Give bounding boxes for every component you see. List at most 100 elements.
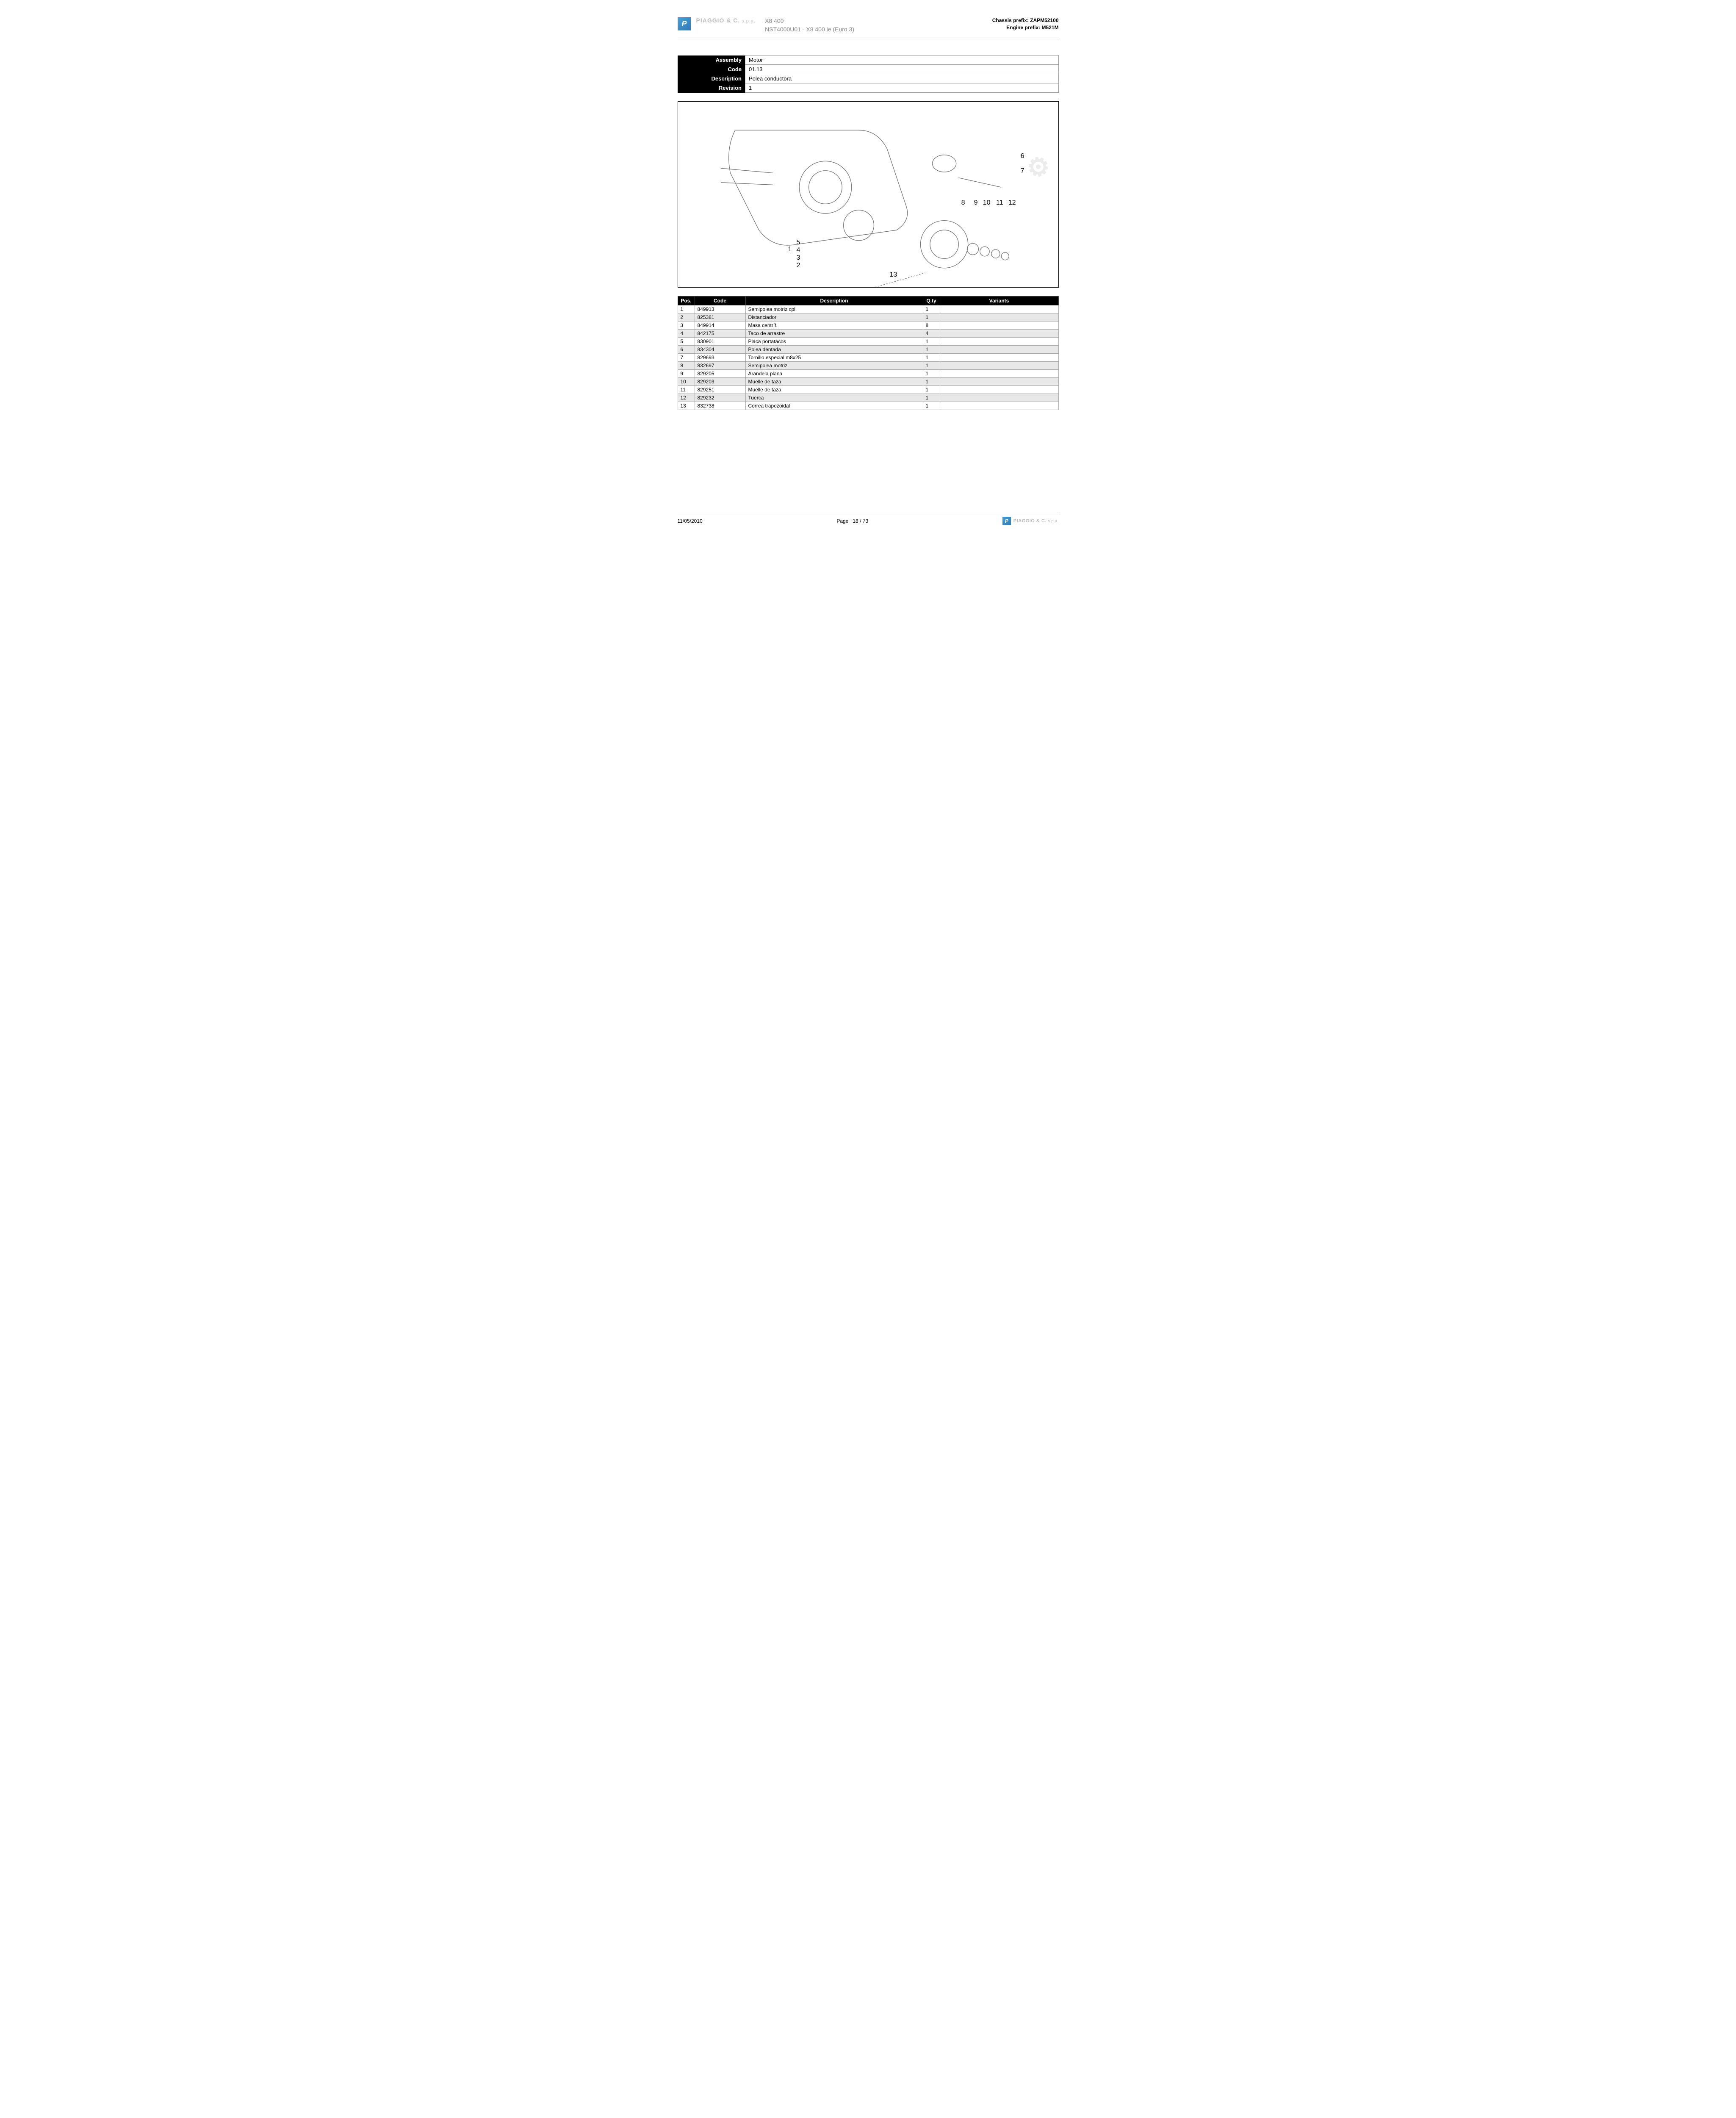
cell-qty: 8 <box>923 322 940 330</box>
cell-variants <box>940 386 1058 394</box>
assembly-info-table: Assembly Motor Code 01.13 Description Po… <box>678 55 1059 93</box>
header-left: P PIAGGIO & C. s.p.a. X8 400 NST4000U01 … <box>678 17 854 33</box>
header-right: Chassis prefix: ZAPM52100 Engine prefix:… <box>992 17 1059 31</box>
cell-qty: 4 <box>923 330 940 338</box>
cell-variants <box>940 322 1058 330</box>
cell-code: 849914 <box>695 322 745 330</box>
table-row: 4842175Taco de arrastre4 <box>678 330 1058 338</box>
cell-pos: 7 <box>678 354 695 362</box>
callout-3: 3 <box>797 254 800 262</box>
cell-variants <box>940 362 1058 370</box>
footer-page-total: 73 <box>863 518 868 524</box>
footer-page-sep: / <box>860 518 861 524</box>
cell-description: Distanciador <box>745 313 923 322</box>
cell-description: Correa trapezoidal <box>745 402 923 410</box>
table-row: 6834304Polea dentada1 <box>678 346 1058 354</box>
cell-description: Polea dentada <box>745 346 923 354</box>
callout-9: 9 <box>974 199 978 207</box>
callout-8: 8 <box>961 199 965 207</box>
cell-pos: 3 <box>678 322 695 330</box>
cell-qty: 1 <box>923 386 940 394</box>
cell-variants <box>940 394 1058 402</box>
cell-code: 842175 <box>695 330 745 338</box>
cell-variants <box>940 346 1058 354</box>
chassis-prefix-value: ZAPM52100 <box>1030 17 1058 23</box>
cell-pos: 4 <box>678 330 695 338</box>
cell-code: 832697 <box>695 362 745 370</box>
cell-variants <box>940 305 1058 313</box>
table-row: 10829203Muelle de taza1 <box>678 378 1058 386</box>
callout-10: 10 <box>983 199 991 207</box>
cell-code: 829251 <box>695 386 745 394</box>
footer-brand-name: PIAGGIO & C. <box>1013 518 1047 524</box>
cell-code: 829693 <box>695 354 745 362</box>
cell-description: Masa centríf. <box>745 322 923 330</box>
table-row: 12829232Tuerca1 <box>678 394 1058 402</box>
parts-table-header-row: Pos. Code Description Q.ty Variants <box>678 297 1058 305</box>
engine-prefix-value: M521M <box>1041 25 1058 30</box>
table-row: 1849913Semipolea motriz cpl.1 <box>678 305 1058 313</box>
cell-pos: 5 <box>678 338 695 346</box>
callout-12: 12 <box>1008 199 1016 207</box>
callout-7: 7 <box>1021 167 1024 175</box>
diagram-svg <box>678 102 1058 288</box>
cell-pos: 6 <box>678 346 695 354</box>
cell-code: 829232 <box>695 394 745 402</box>
th-description: Description <box>745 297 923 305</box>
cell-qty: 1 <box>923 402 940 410</box>
cell-qty: 1 <box>923 370 940 378</box>
footer-date: 11/05/2010 <box>678 518 703 524</box>
footer-page: Page 18 / 73 <box>703 518 1002 524</box>
cell-description: Arandela plana <box>745 370 923 378</box>
footer-logo-icon: P <box>1002 517 1011 525</box>
callout-11: 11 <box>996 199 1003 207</box>
cell-variants <box>940 338 1058 346</box>
table-row: 13832738Correa trapezoidal1 <box>678 402 1058 410</box>
info-row-revision: Revision 1 <box>678 83 1059 93</box>
cell-pos: 12 <box>678 394 695 402</box>
table-row: 5830901Placa portatacos1 <box>678 338 1058 346</box>
cell-description: Semipolea motriz <box>745 362 923 370</box>
cell-variants <box>940 402 1058 410</box>
cell-pos: 13 <box>678 402 695 410</box>
cell-pos: 9 <box>678 370 695 378</box>
piaggio-logo-icon: P <box>678 17 691 30</box>
footer-page-label: Page <box>836 518 848 524</box>
cell-description: Muelle de taza <box>745 378 923 386</box>
callout-13: 13 <box>890 271 897 279</box>
engine-prefix-label: Engine prefix: <box>1006 25 1040 30</box>
cell-description: Placa portatacos <box>745 338 923 346</box>
model-line1: X8 400 <box>765 17 854 25</box>
cell-variants <box>940 330 1058 338</box>
cell-description: Semipolea motriz cpl. <box>745 305 923 313</box>
model-line2: NST4000U01 - X8 400 ie (Euro 3) <box>765 25 854 34</box>
callout-4: 4 <box>797 247 800 254</box>
info-value-description: Polea conductora <box>745 74 1059 83</box>
chassis-prefix-label: Chassis prefix: <box>992 17 1029 23</box>
cell-qty: 1 <box>923 362 940 370</box>
footer-brand: PIAGGIO & C. s.p.a. <box>1013 518 1059 524</box>
th-code: Code <box>695 297 745 305</box>
brand-suffix: s.p.a. <box>742 19 756 24</box>
info-label-revision: Revision <box>678 83 745 93</box>
footer-brand-suffix: s.p.a. <box>1048 519 1058 523</box>
table-row: 2825381Distanciador1 <box>678 313 1058 322</box>
cell-description: Muelle de taza <box>745 386 923 394</box>
table-row: 3849914Masa centríf.8 <box>678 322 1058 330</box>
model-block: X8 400 NST4000U01 - X8 400 ie (Euro 3) <box>765 17 854 33</box>
info-label-assembly: Assembly <box>678 55 745 65</box>
table-row: 11829251Muelle de taza1 <box>678 386 1058 394</box>
cell-variants <box>940 370 1058 378</box>
page-container: P PIAGGIO & C. s.p.a. X8 400 NST4000U01 … <box>678 17 1059 525</box>
cell-pos: 2 <box>678 313 695 322</box>
brand-block: PIAGGIO & C. s.p.a. <box>696 17 756 24</box>
cell-pos: 10 <box>678 378 695 386</box>
cell-qty: 1 <box>923 313 940 322</box>
callout-5: 5 <box>797 239 800 247</box>
cell-pos: 8 <box>678 362 695 370</box>
footer-right: P PIAGGIO & C. s.p.a. <box>1002 517 1059 525</box>
th-pos: Pos. <box>678 297 695 305</box>
th-qty: Q.ty <box>923 297 940 305</box>
cell-qty: 1 <box>923 346 940 354</box>
cell-code: 849913 <box>695 305 745 313</box>
